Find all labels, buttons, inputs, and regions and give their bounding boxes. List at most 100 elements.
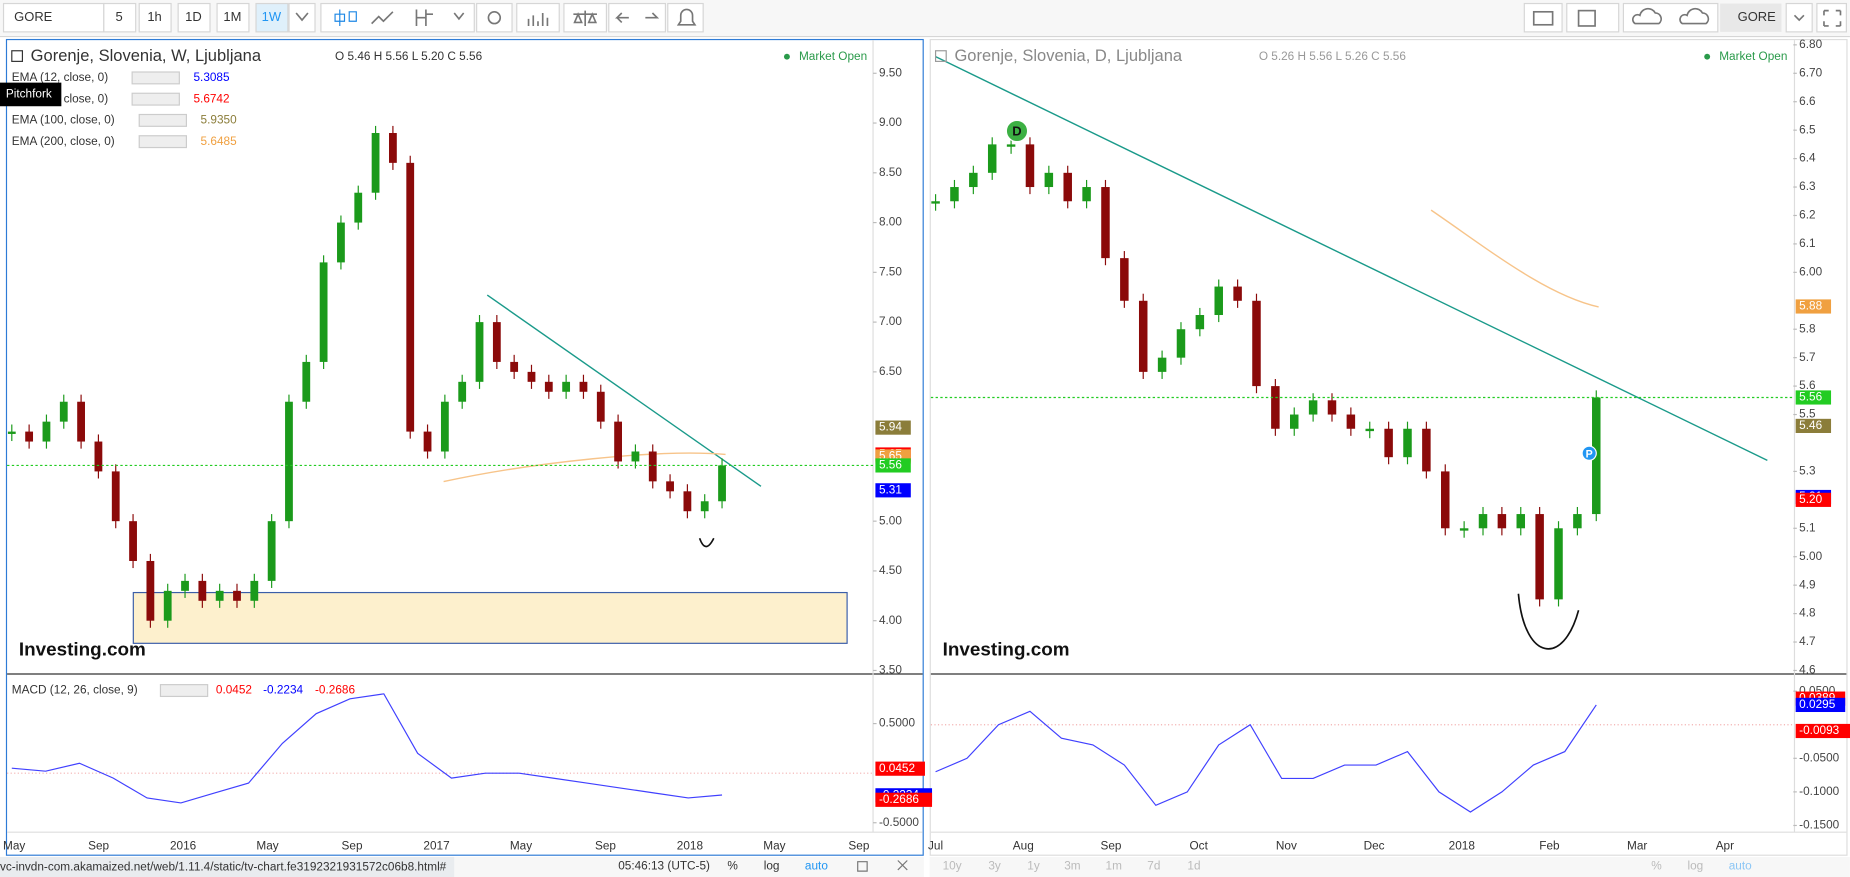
y-tick-label: 6.6 — [1799, 94, 1816, 108]
price-badge — [1795, 418, 1832, 433]
status-button[interactable]: auto — [805, 859, 828, 873]
candle — [683, 491, 692, 512]
indicator-icons — [138, 135, 187, 149]
candle — [129, 521, 137, 561]
price-badge-label: 0.0295 — [1799, 697, 1836, 711]
candle — [423, 431, 432, 452]
y-tick-label: 3.50 — [879, 663, 902, 677]
candle — [579, 381, 588, 392]
symbol-box[interactable] — [2, 2, 105, 33]
y-tick-label: 5.5 — [1799, 407, 1816, 421]
price-badge-label: 5.88 — [1799, 299, 1822, 313]
y-tick-label: 6.3 — [1799, 179, 1816, 193]
logo: Investing.com — [943, 639, 1070, 660]
interval-button[interactable] — [103, 2, 137, 33]
interval-label: 1h — [147, 9, 161, 24]
price-badge-label: -0.2686 — [879, 792, 919, 806]
price-badge — [1795, 492, 1832, 507]
price-badge — [1795, 390, 1832, 405]
x-tick-label: 2018 — [1449, 838, 1476, 852]
x-tick-label: Aug — [1013, 838, 1034, 852]
range-button[interactable]: 1y — [1027, 859, 1040, 873]
right-symbol-box[interactable] — [1720, 3, 1782, 32]
candle — [1478, 514, 1488, 529]
tooltip-box — [0, 82, 62, 107]
range-button[interactable]: 10y — [943, 859, 962, 873]
range-button[interactable]: 1d — [1187, 859, 1200, 873]
x-tick-label: 2017 — [423, 838, 449, 852]
range-button[interactable]: 1m — [1106, 859, 1123, 873]
y-tick-label: 8.50 — [879, 165, 902, 179]
interval-button[interactable] — [216, 2, 250, 33]
y-tick-label: 6.2 — [1799, 208, 1815, 222]
candle — [77, 401, 85, 442]
candle — [1289, 414, 1299, 429]
candle — [1497, 514, 1507, 529]
candle — [42, 421, 51, 442]
x-tick-label: 2018 — [677, 838, 704, 852]
y-tick-label: 7.50 — [879, 264, 902, 278]
price-badge-label: 0.0452 — [879, 761, 915, 775]
interval-button[interactable] — [138, 2, 172, 33]
x-tick-label: 2016 — [170, 838, 197, 852]
chart-title: Gorenje, Slovenia, D, Ljubljana — [954, 46, 1182, 65]
interval-label: 1W — [262, 9, 282, 24]
range-option[interactable]: auto — [1729, 859, 1752, 873]
candle — [267, 521, 276, 581]
y-tick-label: 5.1 — [1799, 520, 1815, 534]
indicator-icons — [131, 71, 180, 85]
range-option[interactable]: % — [1651, 859, 1662, 873]
macd-tick-label: 0.5000 — [879, 716, 916, 730]
macd-label: MACD (12, 26, close, 9) — [12, 683, 138, 697]
range-button[interactable]: 7d — [1147, 859, 1160, 873]
candle — [1422, 428, 1431, 472]
candle — [389, 132, 397, 163]
market-status: Market Open — [1719, 49, 1787, 63]
price-badge — [875, 761, 925, 776]
status-dot — [783, 53, 790, 60]
interval-button[interactable] — [177, 2, 211, 33]
indicator-value: 5.6742 — [193, 91, 229, 105]
macd-tick-label: -0.0500 — [1799, 750, 1839, 764]
macd-tick-label: -0.1000 — [1799, 784, 1839, 798]
candle — [969, 172, 978, 188]
candle — [1346, 414, 1356, 429]
candle — [406, 162, 415, 432]
price-badge-label: 5.56 — [1799, 390, 1822, 404]
annotation-label: P — [1586, 448, 1593, 460]
collapse-icon — [934, 50, 947, 62]
interval-button[interactable] — [255, 2, 289, 33]
indicator-value: 5.9350 — [201, 113, 238, 127]
y-tick-label: 4.00 — [879, 613, 902, 627]
candle — [1327, 400, 1337, 415]
right-symbol: GORE — [1738, 9, 1777, 24]
range-button[interactable]: 3m — [1064, 859, 1081, 873]
candle — [1233, 286, 1242, 301]
candle — [614, 421, 622, 462]
range-option[interactable]: log — [1687, 859, 1703, 873]
candle — [1176, 329, 1186, 358]
candle — [492, 322, 501, 362]
status-button[interactable]: log — [764, 859, 780, 873]
macd-value: 0.0452 — [216, 683, 252, 697]
candle — [1138, 300, 1148, 372]
range-button[interactable]: 3y — [988, 859, 1001, 873]
x-tick-label: Sep — [88, 838, 109, 852]
price-badge-label: 5.94 — [879, 420, 902, 434]
macd-value: -0.2234 — [263, 683, 303, 697]
x-tick-label: Sep — [342, 838, 363, 852]
candle — [475, 322, 484, 382]
candle — [1252, 300, 1261, 387]
right-panel-frame — [929, 38, 1848, 856]
x-tick-label: Dec — [1364, 838, 1385, 852]
candle — [1573, 514, 1582, 529]
candle — [285, 401, 293, 522]
candle — [215, 590, 224, 601]
indicator-label: EMA (200, close, 0) — [12, 134, 115, 148]
y-tick-label: 6.50 — [879, 364, 902, 378]
trendline — [486, 294, 762, 487]
y-tick-label: 6.1 — [1799, 236, 1815, 250]
status-button[interactable]: % — [727, 859, 738, 873]
drawn-curve — [1517, 593, 1580, 650]
